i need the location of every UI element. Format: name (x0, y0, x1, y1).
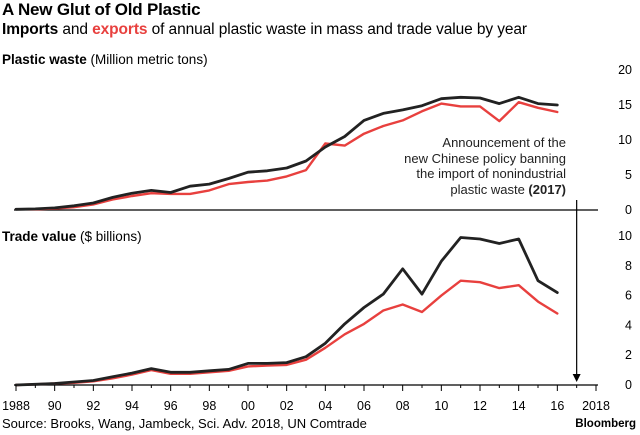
y-tick-label-panel2-6: 6 (625, 289, 632, 303)
y-tick-label-panel1-10: 10 (618, 133, 632, 147)
panel-label-plastic-waste-unit: (Million metric tons) (86, 52, 208, 67)
x-tick-label-2016: 16 (550, 399, 564, 413)
x-tick-label-2010: 10 (434, 399, 448, 413)
y-tick-label-panel2-8: 8 (625, 259, 632, 273)
panel-label-plastic-waste: Plastic waste (Million metric tons) (2, 52, 208, 67)
x-tick-label-2018: 2018 (582, 399, 610, 413)
x-tick-label-2004: 04 (318, 399, 332, 413)
y-tick-label-panel2-0: 0 (625, 378, 632, 392)
x-tick-label-2006: 06 (357, 399, 371, 413)
x-tick-label-2012: 12 (473, 399, 487, 413)
x-tick-label-2008: 08 (396, 399, 410, 413)
x-tick-label-2002: 02 (280, 399, 294, 413)
x-tick-label-1994: 94 (125, 399, 139, 413)
annotation-line-4: plastic waste (2017) (266, 182, 566, 198)
series-imports-line-panel2 (14, 236, 559, 387)
source-note: Source: Brooks, Wang, Jambeck, Sci. Adv.… (2, 416, 367, 431)
chart-title: A New Glut of Old Plastic (2, 0, 201, 19)
panel-label-trade-value-unit: ($ billions) (76, 229, 142, 244)
annotation-line-2: new Chinese policy banning (404, 150, 566, 166)
panel-label-plastic-waste-bold: Plastic waste (2, 52, 87, 67)
y-tick-label-panel2-4: 4 (625, 318, 632, 332)
y-tick-label-panel2-10: 10 (618, 229, 632, 243)
annotation-line-3: the import of nonindustrial (416, 166, 566, 181)
y-tick-label-panel2-2: 2 (625, 348, 632, 362)
series-exports-line-panel1 (14, 100, 559, 211)
subtitle-imports: Imports (2, 21, 59, 38)
panel-label-trade-value-bold: Trade value (2, 229, 77, 244)
x-tick-label-1996: 96 (164, 399, 178, 413)
series-exports-line-panel2 (14, 279, 559, 387)
policy-marker-arrowhead (572, 374, 581, 382)
chart-subtitle: Imports and exports of annual plastic wa… (2, 21, 527, 39)
subtitle-rest: of annual plastic waste in mass and trad… (147, 21, 527, 38)
annotation-line-4-text: plastic waste (450, 181, 529, 197)
y-tick-label-panel1-20: 20 (618, 63, 632, 77)
panel-label-trade-value: Trade value ($ billions) (2, 229, 142, 244)
x-tick-label-1990: 90 (48, 399, 62, 413)
policy-annotation: Announcement of the new Chinese policy b… (266, 135, 566, 197)
bloomberg-logo: Bloomberg (575, 418, 636, 430)
x-tick-label-2000: 00 (241, 399, 255, 413)
annotation-year: (2017) (528, 181, 566, 197)
x-tick-label-1988: 1988 (2, 399, 30, 413)
x-tick-label-2014: 14 (512, 399, 526, 413)
annotation-line-1: Announcement of the (442, 135, 566, 150)
subtitle-exports: exports (92, 21, 148, 38)
x-tick-label-1992: 92 (86, 399, 100, 413)
subtitle-and: and (58, 21, 93, 38)
series-imports-line-panel1 (14, 95, 559, 211)
y-tick-label-panel1-5: 5 (625, 168, 632, 182)
x-tick-label-1998: 98 (202, 399, 216, 413)
y-tick-label-panel1-15: 15 (618, 98, 632, 112)
y-tick-label-panel1-0: 0 (625, 203, 632, 217)
